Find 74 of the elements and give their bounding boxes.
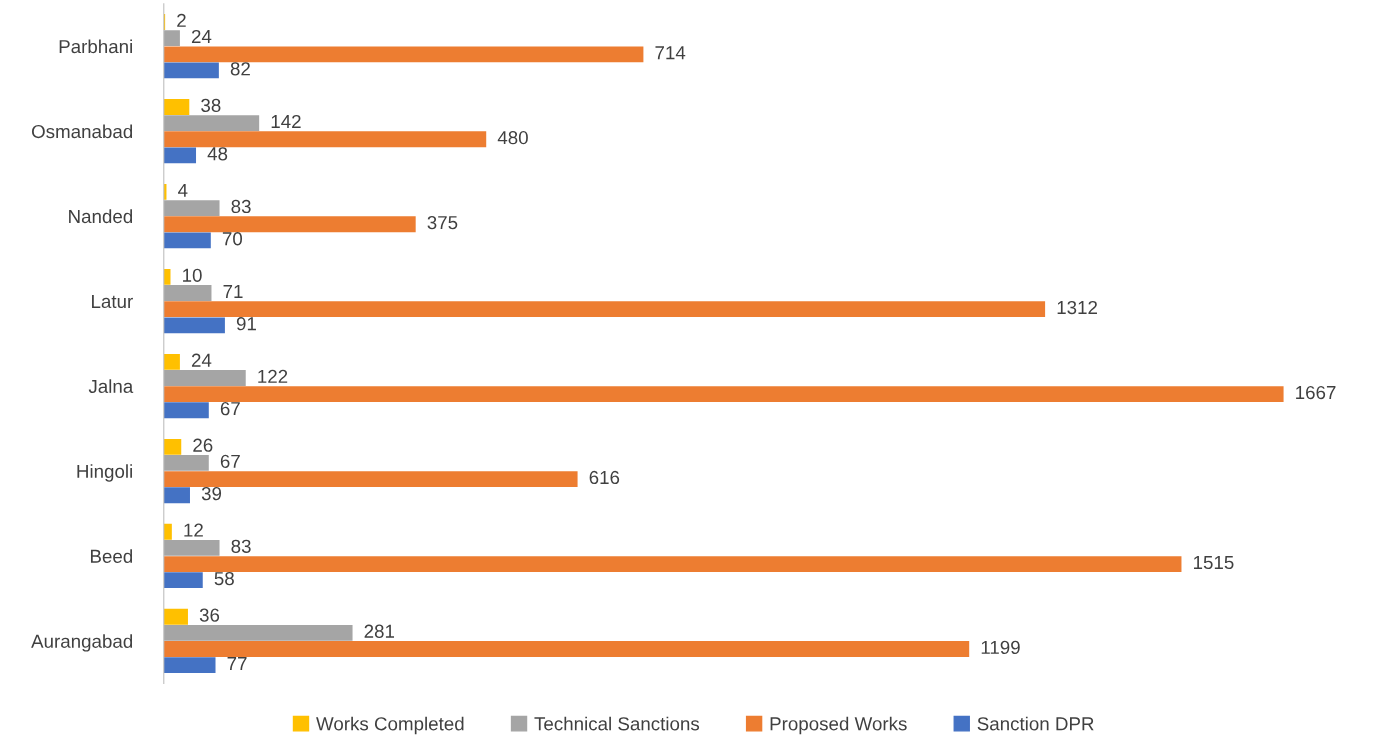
bar <box>163 232 211 249</box>
data-label: 480 <box>497 131 528 145</box>
data-label: 375 <box>427 215 458 230</box>
bar <box>163 624 353 641</box>
bar <box>163 386 1284 403</box>
data-label: 82 <box>230 62 250 76</box>
bar <box>163 317 225 334</box>
bar <box>163 556 1182 572</box>
bar <box>163 641 970 657</box>
y-tick-label: Beed <box>90 549 133 563</box>
bar <box>163 402 209 419</box>
data-label: 67 <box>220 402 240 416</box>
bar <box>163 471 578 487</box>
data-label: 122 <box>258 369 288 383</box>
y-tick-label: Aurangabad <box>31 634 133 652</box>
data-label: 616 <box>589 470 620 485</box>
data-label: 714 <box>655 46 686 60</box>
bar <box>163 285 212 301</box>
bar <box>163 539 220 556</box>
y-tick-label: Jalna <box>88 379 134 394</box>
bar <box>163 370 246 386</box>
bar <box>163 147 197 164</box>
y-tick-label: Nanded <box>69 209 133 224</box>
bar <box>163 268 171 285</box>
data-label: 1199 <box>981 640 1020 655</box>
data-label: 71 <box>223 284 243 298</box>
data-label: 1312 <box>1057 300 1097 315</box>
data-label: 91 <box>236 317 256 331</box>
data-label: 83 <box>231 199 251 214</box>
data-label: 26 <box>193 438 213 452</box>
data-label: 12 <box>184 523 203 537</box>
data-label: 2 <box>177 13 186 27</box>
bar <box>163 438 182 455</box>
data-label: 10 <box>183 268 202 282</box>
data-label: 281 <box>364 624 395 638</box>
bar <box>163 523 172 540</box>
data-label: 36 <box>199 608 220 622</box>
bar <box>163 353 180 370</box>
bar <box>163 608 188 625</box>
data-label: 142 <box>271 114 301 128</box>
bar <box>163 216 416 233</box>
bar <box>163 62 219 79</box>
bar <box>163 131 487 148</box>
bar <box>163 572 203 589</box>
data-label: 58 <box>214 571 234 586</box>
legend-label: Technical Sanctions <box>534 716 700 731</box>
bar <box>163 30 180 47</box>
data-label: 70 <box>222 232 243 246</box>
data-label: 1515 <box>1194 555 1234 570</box>
bar <box>163 200 220 216</box>
legend-label: Works Completed <box>316 716 464 735</box>
data-label: 67 <box>220 454 240 468</box>
data-label: 39 <box>201 486 222 501</box>
data-label: 38 <box>201 98 221 113</box>
bar <box>163 487 190 504</box>
data-label: 77 <box>227 657 247 670</box>
y-tick-label: Hingoli <box>77 464 132 482</box>
bar <box>163 455 209 471</box>
y-tick-label: Latur <box>92 295 133 309</box>
data-label: 83 <box>231 539 251 553</box>
data-label: 48 <box>207 147 228 161</box>
legend-label: Sanction DPR <box>977 716 1094 731</box>
legend-label: Proposed Works <box>770 716 907 735</box>
bar <box>163 115 260 132</box>
data-label: 1667 <box>1296 385 1336 400</box>
data-label: 24 <box>191 353 212 367</box>
bar <box>163 99 190 115</box>
y-tick-label: Osmanabad <box>31 124 133 139</box>
bar <box>163 657 216 674</box>
bar <box>163 301 1046 318</box>
bar <box>163 46 644 63</box>
y-tick-label: Parbhani <box>59 39 132 54</box>
data-label: 4 <box>178 183 188 197</box>
data-label: 24 <box>191 29 212 44</box>
